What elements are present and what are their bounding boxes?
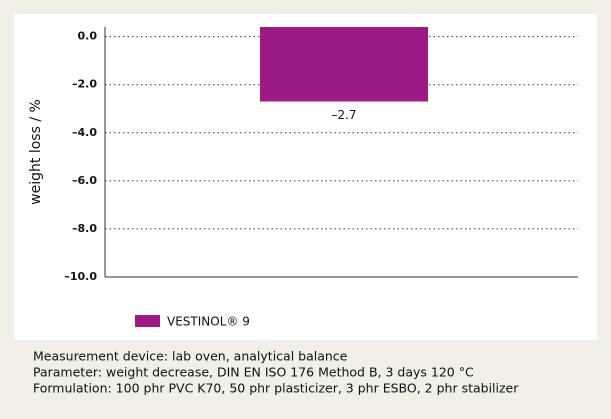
note: Formulation: 100 phr PVC K70, 50 phr pla… [33,381,519,396]
y-tick-label: –4.0 [72,126,97,139]
y-tick-label: –2.0 [72,78,97,91]
legend-label: VESTINOL® 9 [167,315,250,329]
note: Measurement device: lab oven, analytical… [33,349,348,364]
legend-swatch [135,315,160,327]
y-axis-label: weight loss / % [28,99,44,205]
y-tick-label: –10.0 [64,270,97,283]
bar [260,27,428,102]
data-label: –2.7 [331,108,356,122]
note: Parameter: weight decrease, DIN EN ISO 1… [33,365,474,380]
y-tick-label: –8.0 [72,222,97,235]
y-tick-label: –6.0 [72,174,97,187]
y-tick-label: 0.0 [78,30,98,43]
